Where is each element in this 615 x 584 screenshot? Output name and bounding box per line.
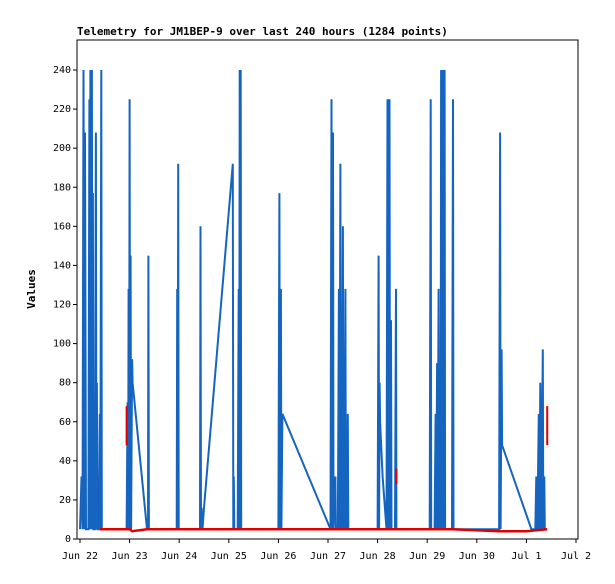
y-tick-label-80: 80 — [59, 378, 71, 389]
y-tick-label-180: 180 — [53, 182, 71, 193]
y-tick-label-40: 40 — [59, 456, 71, 467]
x-tick-label-10: Jul 2 — [561, 551, 591, 562]
chart-title: Telemetry for JM1BEP-9 over last 240 hou… — [77, 25, 448, 38]
plot-frame — [76, 39, 579, 540]
x-tick-label-9: Jul 1 — [511, 551, 541, 562]
y-tick-label-160: 160 — [53, 221, 71, 232]
y-tick-label-200: 200 — [53, 143, 71, 154]
y-tick-label-120: 120 — [53, 300, 71, 311]
y-tick-label-100: 100 — [53, 339, 71, 350]
x-tick-label-8: Jun 30 — [459, 551, 495, 562]
series-line-1 — [99, 527, 548, 533]
series-line-0 — [79, 69, 547, 531]
y-tick-label-60: 60 — [59, 417, 71, 428]
x-tick-label-2: Jun 24 — [161, 551, 197, 562]
x-tick-label-7: Jun 29 — [409, 551, 445, 562]
y-axis-title: Values — [25, 269, 38, 309]
y-tick-label-140: 140 — [53, 260, 71, 271]
y-tick-label-220: 220 — [53, 104, 71, 115]
x-tick-label-1: Jun 23 — [112, 551, 148, 562]
x-tick-label-4: Jun 26 — [260, 551, 296, 562]
x-tick-label-0: Jun 22 — [62, 551, 98, 562]
x-tick-label-5: Jun 27 — [310, 551, 346, 562]
y-tick-label-20: 20 — [59, 495, 71, 506]
x-tick-label-3: Jun 25 — [211, 551, 247, 562]
y-tick-label-240: 240 — [53, 65, 71, 76]
x-tick-label-6: Jun 28 — [360, 551, 396, 562]
y-tick-label-0: 0 — [65, 534, 71, 545]
